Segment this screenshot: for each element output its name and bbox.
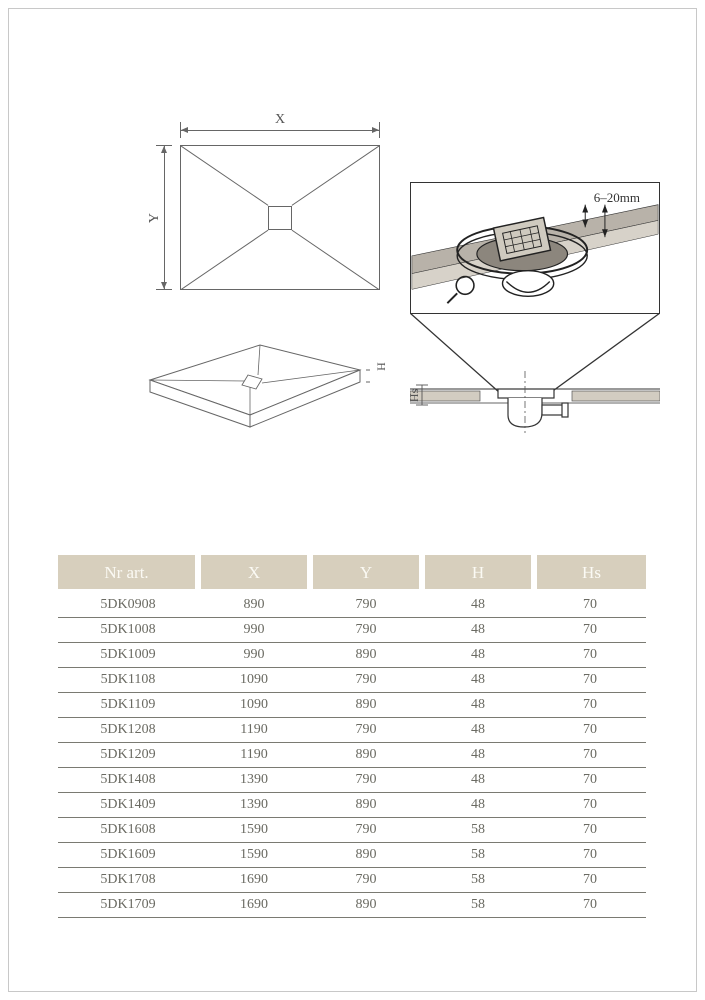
table-cell: 790 [310,668,422,693]
table-row: 5DK160815907905870 [58,818,646,843]
table-row: 5DK120911908904870 [58,743,646,768]
table-row: 5DK110810907904870 [58,668,646,693]
table-cell: 5DK1608 [58,818,198,843]
table-row: 5DK10089907904870 [58,618,646,643]
table-cell: 70 [534,718,646,743]
table-row: 5DK10099908904870 [58,643,646,668]
table-cell: 70 [534,693,646,718]
table-cell: 5DK1708 [58,868,198,893]
table-cell: 990 [198,618,310,643]
table-cell: 48 [422,643,534,668]
table-cell: 70 [534,618,646,643]
table-cell: 1190 [198,718,310,743]
isometric-view-diagram: H [140,335,370,455]
dimension-y: Y [154,145,174,290]
dimension-h-label: H [374,362,389,371]
table-cell: 5DK1109 [58,693,198,718]
table-cell: 890 [310,793,422,818]
drain-section-callout: 6–20mm [410,182,660,482]
table-cell: 70 [534,768,646,793]
table-row: 5DK110910908904870 [58,693,646,718]
table-cell: 70 [534,643,646,668]
table-cell: 70 [534,589,646,618]
table-cell: 70 [534,843,646,868]
table-cell: 1190 [198,743,310,768]
table-cell: 58 [422,868,534,893]
table-cell: 48 [422,618,534,643]
spec-table-header-row: Nr art. X Y H Hs [58,555,646,589]
callout-leader-wedge [410,313,660,433]
table-cell: 890 [310,843,422,868]
dimension-x: X [180,120,380,140]
table-cell: 790 [310,589,422,618]
table-cell: 1590 [198,843,310,868]
table-cell: 70 [534,668,646,693]
table-cell: 58 [422,818,534,843]
dimension-hs-label: Hs [407,389,422,402]
col-header-art: Nr art. [58,555,198,589]
table-cell: 790 [310,868,422,893]
table-cell: 5DK1008 [58,618,198,643]
table-cell: 48 [422,589,534,618]
table-cell: 1090 [198,693,310,718]
col-header-hs: Hs [534,555,646,589]
table-cell: 70 [534,893,646,918]
table-cell: 58 [422,843,534,868]
table-cell: 1090 [198,668,310,693]
top-view-diagram: X Y [180,120,380,300]
table-cell: 1690 [198,868,310,893]
table-cell: 48 [422,768,534,793]
table-cell: 58 [422,893,534,918]
table-cell: 5DK1409 [58,793,198,818]
table-cell: 70 [534,868,646,893]
table-cell: 5DK1009 [58,643,198,668]
table-cell: 790 [310,718,422,743]
table-cell: 1690 [198,893,310,918]
col-header-h: H [422,555,534,589]
table-cell: 790 [310,818,422,843]
table-cell: 48 [422,693,534,718]
tray-top-rect [180,145,380,290]
table-cell: 70 [534,793,646,818]
table-cell: 5DK1609 [58,843,198,868]
table-cell: 890 [198,589,310,618]
table-cell: 70 [534,743,646,768]
table-cell: 890 [310,743,422,768]
table-cell: 790 [310,618,422,643]
table-cell: 890 [310,643,422,668]
table-cell: 5DK1709 [58,893,198,918]
table-cell: 48 [422,668,534,693]
table-cell: 5DK1408 [58,768,198,793]
table-cell: 5DK1108 [58,668,198,693]
col-header-y: Y [310,555,422,589]
table-cell: 790 [310,768,422,793]
table-cell: 1390 [198,768,310,793]
table-row: 5DK170816907905870 [58,868,646,893]
dimension-x-label: X [271,112,289,128]
table-cell: 890 [310,693,422,718]
dimension-y-label: Y [147,208,163,226]
table-cell: 48 [422,718,534,743]
table-cell: 5DK1208 [58,718,198,743]
table-cell: 1390 [198,793,310,818]
table-row: 5DK170916908905870 [58,893,646,918]
table-row: 5DK160915908905870 [58,843,646,868]
technical-diagram-area: X Y [120,120,660,480]
table-cell: 48 [422,743,534,768]
col-header-x: X [198,555,310,589]
table-cell: 1590 [198,818,310,843]
table-cell: 70 [534,818,646,843]
table-row: 5DK140813907904870 [58,768,646,793]
table-cell: 5DK1209 [58,743,198,768]
table-cell: 990 [198,643,310,668]
table-cell: 48 [422,793,534,818]
table-cell: 890 [310,893,422,918]
drain-square-icon [268,206,292,230]
table-row: 5DK09088907904870 [58,589,646,618]
table-row: 5DK120811907904870 [58,718,646,743]
table-cell: 5DK0908 [58,589,198,618]
thickness-range-label: 6–20mm [594,190,640,206]
spec-table: Nr art. X Y H Hs 5DK090889079048705DK100… [58,555,646,918]
table-row: 5DK140913908904870 [58,793,646,818]
